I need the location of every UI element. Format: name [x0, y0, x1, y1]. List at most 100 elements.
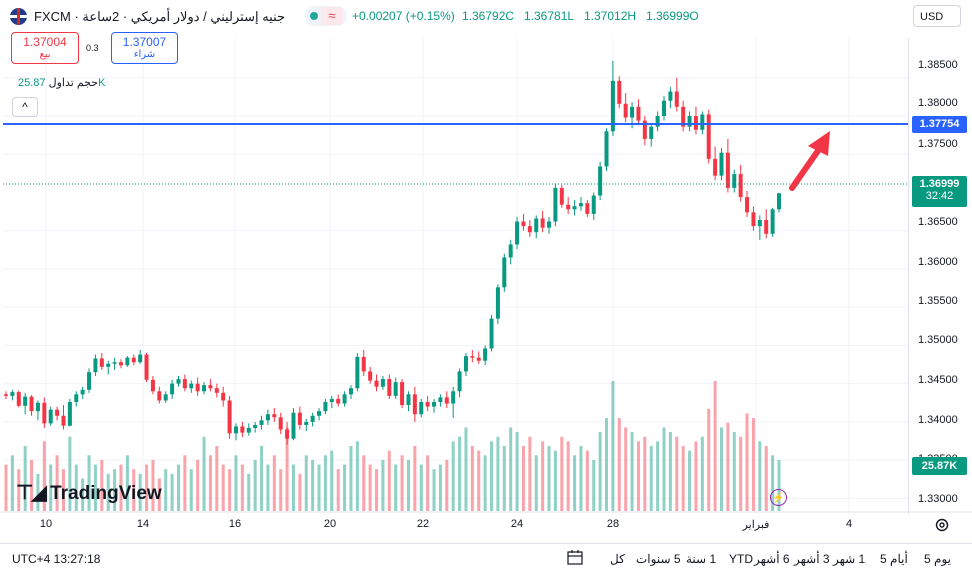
volume-bar	[311, 459, 315, 511]
candle-body	[687, 116, 692, 127]
candle-body	[144, 354, 149, 380]
candle-body	[630, 106, 635, 118]
range-button[interactable]: 1 شهر	[833, 552, 866, 566]
volume-bar	[406, 459, 410, 511]
volume-bar	[553, 450, 557, 511]
volume-bar	[164, 469, 168, 511]
range-button[interactable]: كل	[610, 552, 625, 566]
volume-bar	[132, 469, 136, 511]
volume-bar	[145, 464, 149, 511]
candle-body	[713, 158, 718, 176]
candle-body	[668, 91, 673, 101]
price-axis-label: 1.35500	[918, 295, 958, 307]
volume-bar	[726, 422, 730, 511]
chart-settings-icon[interactable]	[934, 517, 950, 533]
volume-bar	[611, 381, 615, 511]
volume-bar	[247, 473, 251, 511]
candle-body	[432, 402, 437, 407]
range-button[interactable]: أيام 5	[880, 552, 908, 566]
candle-body	[706, 114, 711, 159]
candle-body	[93, 358, 98, 373]
volume-bar	[707, 408, 711, 511]
volume-bar	[458, 436, 462, 511]
candle-body	[534, 218, 539, 233]
range-button[interactable]: 3 أشهر	[794, 552, 830, 566]
volume-bar	[745, 413, 749, 511]
candle-body	[272, 414, 277, 418]
candle-body	[451, 391, 456, 404]
volume-bar	[521, 446, 525, 511]
volume-bar	[106, 473, 110, 511]
candle-body	[419, 402, 424, 415]
current-price-tag: 1.36999 32:42	[912, 176, 967, 207]
volume-bar	[183, 455, 187, 511]
volume-bar	[496, 436, 500, 511]
candle-body	[598, 166, 603, 196]
candle-body	[751, 212, 756, 227]
volume-bar	[323, 455, 327, 511]
candle-body	[246, 428, 251, 433]
volume-bar	[170, 473, 174, 511]
range-button[interactable]: YTD	[729, 552, 753, 566]
price-change: +0.00207 (+0.15%)	[352, 9, 455, 23]
candle-body	[745, 197, 750, 213]
volume-bar	[151, 459, 155, 511]
wave-icon[interactable]: ≈	[321, 7, 343, 25]
volume-bar	[10, 455, 14, 511]
volume-bar	[624, 427, 628, 511]
symbol-title[interactable]: جنيه إسترليني / دولار أمريكي · 2ساعة · F…	[34, 9, 286, 24]
timezone-clock[interactable]: UTC+4 13:27:18	[12, 552, 101, 566]
candle-body	[214, 388, 219, 393]
candle-body	[195, 383, 200, 392]
volume-bar	[438, 464, 442, 511]
candle-body	[636, 106, 641, 121]
volume-bar	[228, 469, 232, 511]
candle-body	[67, 402, 72, 426]
volume-bar	[100, 459, 104, 511]
range-button[interactable]: 6 أشهر	[754, 552, 790, 566]
buy-button[interactable]: 1.37007 شراء	[111, 32, 178, 64]
candle-body	[329, 398, 334, 402]
volume-bars	[4, 381, 781, 511]
volume-bar	[720, 427, 724, 511]
low-value: 1.36781L	[524, 9, 575, 23]
volume-bar	[285, 427, 289, 511]
candle-body	[87, 372, 92, 390]
candle-body	[502, 257, 507, 288]
candle-body	[547, 221, 552, 228]
volume-bar	[74, 464, 78, 511]
candle-body	[757, 220, 762, 227]
date-range-icon[interactable]	[567, 549, 585, 566]
range-button[interactable]: 1 سنة	[686, 552, 717, 566]
volume-bar	[138, 473, 142, 511]
candle-body	[444, 397, 449, 404]
volume-bar	[81, 478, 85, 511]
price-axis-label: 1.34500	[918, 374, 958, 386]
volume-bar	[375, 469, 379, 511]
volume-bar	[221, 464, 225, 511]
horizontal-line-price-tag[interactable]: 1.37754	[912, 116, 967, 133]
candle-body	[681, 106, 686, 127]
volume-bar	[470, 446, 474, 511]
sell-button[interactable]: 1.37004 بيع	[11, 32, 79, 64]
volume-bar	[215, 446, 219, 511]
candle-body	[99, 358, 104, 367]
volume-bar	[649, 446, 653, 511]
range-button[interactable]: 5 سنوات	[636, 552, 681, 566]
volume-bar	[113, 469, 117, 511]
collapse-legend-button[interactable]: ^	[12, 97, 38, 117]
volume-bar	[176, 464, 180, 511]
time-axis-label: 24	[510, 518, 524, 530]
candle-body	[157, 391, 162, 401]
tradingview-logo[interactable]: ⊤◢ TradingView	[16, 480, 162, 505]
range-button[interactable]: يوم 5	[924, 552, 951, 566]
lightning-icon[interactable]: ⚡	[770, 489, 787, 506]
currency-select[interactable]: USD	[913, 5, 961, 27]
volume-bar	[515, 432, 519, 511]
volume-bar	[451, 441, 455, 511]
candle-body	[368, 371, 373, 381]
candle-body	[170, 383, 175, 395]
volume-bar	[387, 450, 391, 511]
candle-body	[559, 187, 564, 205]
